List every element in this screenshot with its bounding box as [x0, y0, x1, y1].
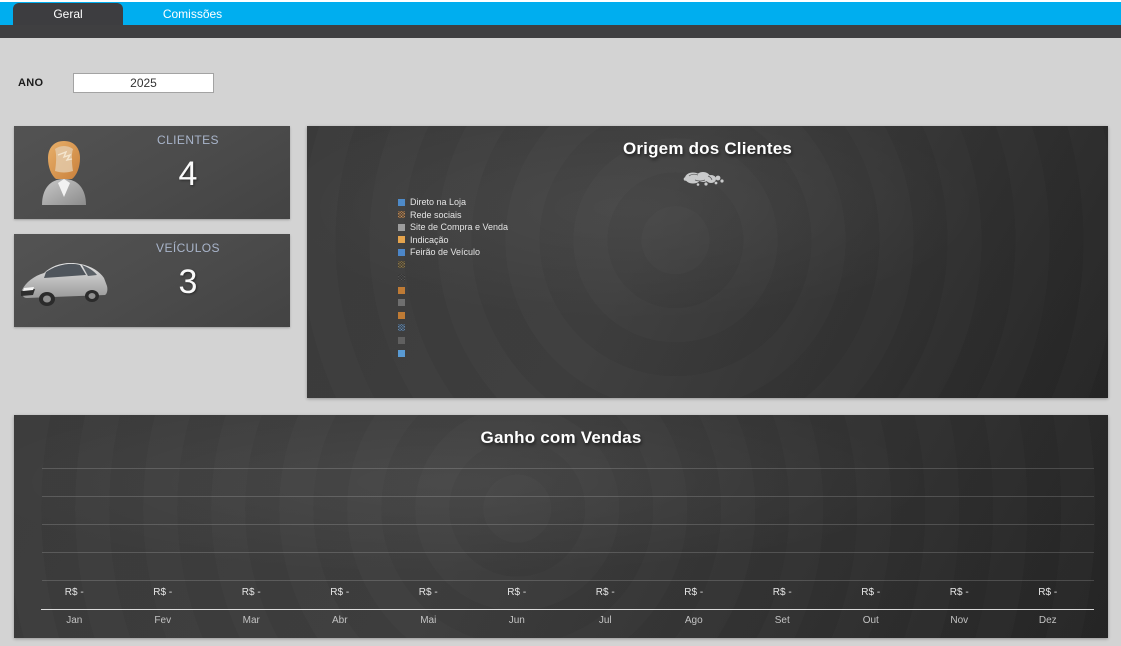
- legend-label: Feirão de Veículo: [410, 247, 481, 258]
- kpi-card-veiculos: VEÍCULOS 3: [14, 234, 290, 327]
- gridline: [42, 552, 1094, 553]
- bar-value-label: R$ -: [330, 587, 350, 598]
- legend-swatch: [398, 248, 405, 256]
- month-label: Ago: [684, 615, 703, 626]
- legend-item: [398, 298, 508, 308]
- chart-panel-origem-clientes: Origem dos Clientes Direto na Loja Rede s…: [307, 126, 1108, 398]
- kpi-label-veiculos: VEÍCULOS: [156, 241, 220, 255]
- month-label: Jan: [66, 615, 83, 626]
- bar-value-labels: R$ - R$ - R$ - R$ - R$ - R$ - R$ - R$ - R$ - R$ -…: [30, 587, 1092, 598]
- legend-item: Site de Compra e Venda: [398, 222, 508, 232]
- bar-value-label: R$ -: [1038, 587, 1058, 598]
- x-axis-labels: Jan Fev Mar Abr Mai Jun Jul Ago Set Out Nov Dez: [30, 615, 1092, 626]
- collapsed-pie-labels: [681, 169, 733, 194]
- legend-swatch: [398, 211, 405, 219]
- bar-value-label: R$ -: [861, 587, 881, 598]
- legend-swatch: [398, 337, 405, 345]
- person-icon: [14, 126, 114, 219]
- gridline: [42, 468, 1094, 469]
- tab-strip: [0, 25, 1121, 38]
- legend-item: [398, 273, 508, 283]
- month-label: Dez: [1038, 615, 1057, 626]
- gridline: [42, 496, 1094, 497]
- bar-value-label: R$ -: [64, 587, 84, 598]
- month-label: Set: [774, 615, 790, 626]
- bar-value-label: R$ -: [684, 587, 704, 598]
- month-label: Mar: [242, 615, 260, 626]
- bar-value-label: R$ -: [772, 587, 792, 598]
- year-input[interactable]: [73, 73, 214, 93]
- legend-item: [398, 348, 508, 358]
- legend-swatch: [398, 236, 405, 244]
- legend-swatch: [398, 223, 405, 231]
- legend-swatch: [398, 299, 405, 307]
- legend-swatch: [398, 274, 405, 282]
- legend-swatch: [398, 198, 405, 206]
- gridline: [42, 524, 1094, 525]
- bar-value-label: R$ -: [507, 587, 527, 598]
- chart-panel-ganho-vendas: Ganho com Vendas R$ - R$ - R$ - R$ - R$ - R$ …: [14, 415, 1108, 638]
- chart-title: Origem dos Clientes: [622, 139, 793, 158]
- bar-value-label: R$ -: [595, 587, 615, 598]
- legend-item: Feirão de Veículo: [398, 247, 508, 257]
- bar-value-label: R$ -: [949, 587, 969, 598]
- chart-title: Ganho com Vendas: [480, 428, 642, 447]
- month-label: Jun: [508, 615, 525, 626]
- kpi-value-veiculos: 3: [178, 263, 198, 301]
- legend-swatch: [398, 261, 405, 269]
- tab-geral[interactable]: Geral: [13, 3, 123, 25]
- bar-value-label: R$ -: [418, 587, 438, 598]
- legend-item: [398, 260, 508, 270]
- x-axis-line: [41, 609, 1094, 610]
- month-label: Nov: [950, 615, 969, 626]
- month-label: Out: [862, 615, 879, 626]
- top-bar: [0, 0, 1121, 25]
- legend-label: Indicação: [410, 234, 449, 245]
- bar-value-label: R$ -: [153, 587, 173, 598]
- legend-label: Direto na Loja: [410, 197, 467, 207]
- kpi-card-clientes: CLIENTES 4: [14, 126, 290, 219]
- legend-item: Rede sociais: [398, 210, 508, 220]
- legend-swatch: [398, 286, 405, 294]
- month-label: Abr: [331, 615, 348, 626]
- legend-label: Site de Compra e Venda: [410, 222, 509, 233]
- pie-legend: Direto na Loja Rede sociais Site de Compra…: [398, 197, 508, 361]
- month-label: Jul: [598, 615, 612, 626]
- legend-swatch: [398, 311, 405, 319]
- legend-item: [398, 285, 508, 295]
- legend-item: Indicação: [398, 235, 508, 245]
- legend-item: [398, 323, 508, 333]
- legend-item: [398, 310, 508, 320]
- car-icon: [14, 234, 114, 327]
- legend-swatch: [398, 349, 405, 357]
- kpi-value-clientes: 4: [178, 155, 198, 193]
- legend-item: [398, 336, 508, 346]
- gridline: [42, 580, 1094, 581]
- month-label: Fev: [154, 615, 172, 626]
- year-label: ANO: [18, 77, 44, 89]
- legend-item: Direto na Loja: [398, 197, 508, 207]
- legend-swatch: [398, 324, 405, 332]
- month-label: Mai: [420, 615, 437, 626]
- kpi-label-clientes: CLIENTES: [157, 133, 219, 147]
- bar-value-label: R$ -: [241, 587, 261, 598]
- legend-label: Rede sociais: [410, 209, 462, 220]
- tab-comissoes[interactable]: Comissões: [162, 7, 223, 21]
